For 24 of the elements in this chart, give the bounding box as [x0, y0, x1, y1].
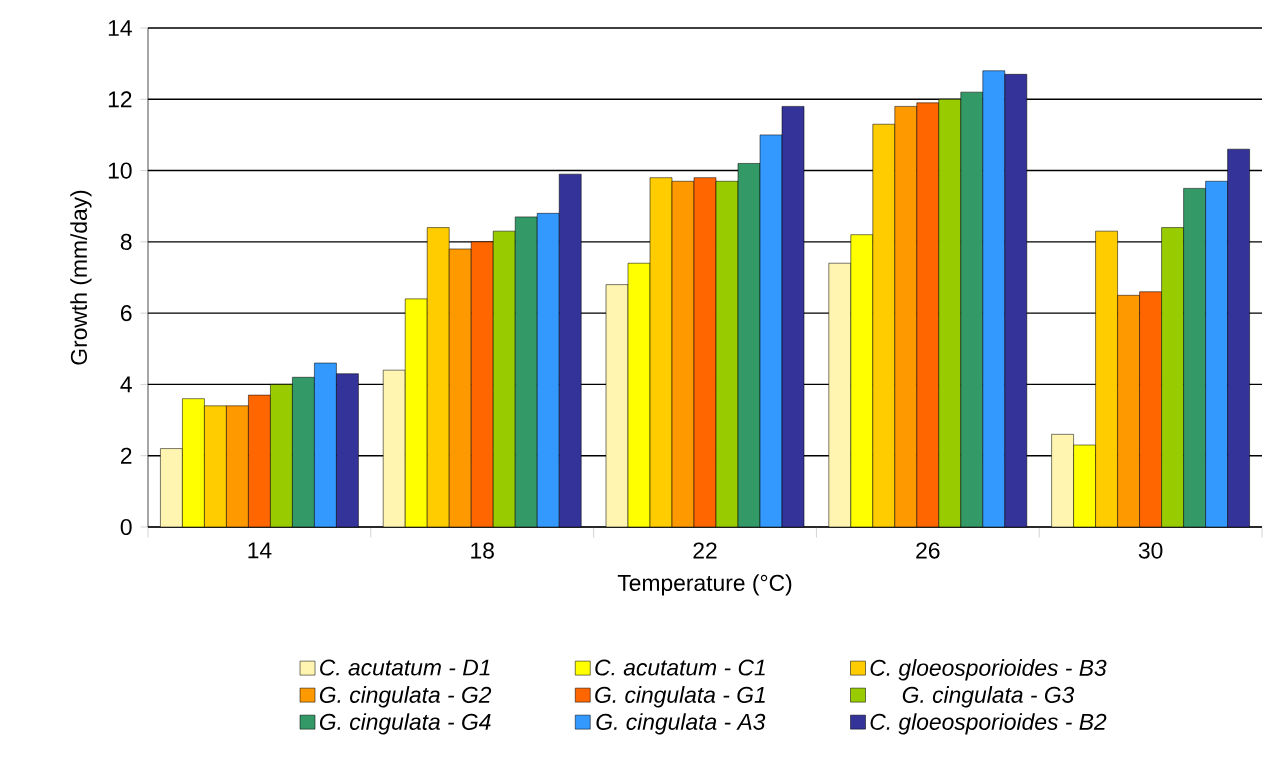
x-tick-label: 30 — [1138, 542, 1163, 559]
legend-label: G. cingulata - A3 — [596, 713, 766, 735]
legend-label: G. cingulata - G3 — [902, 686, 1075, 708]
y-tick-label: 2 — [121, 447, 132, 464]
legend-label: G. cingulata - G1 — [595, 686, 765, 708]
legend-label: C. gloeosporioides - B2 — [870, 713, 1107, 735]
legend-label: G. cingulata - G4 — [319, 713, 491, 735]
legend-label: C. acutatum - D1 — [320, 659, 490, 676]
x-tick-label: 26 — [916, 542, 940, 559]
x-tick-label: 22 — [693, 542, 717, 559]
y-axis-title: Growth (mm/day) — [70, 190, 92, 365]
y-tick-label: 12 — [108, 91, 132, 108]
x-tick-label: 14 — [248, 542, 272, 559]
legend-label: G. cingulata - G2 — [319, 686, 492, 708]
y-tick-label: 0 — [120, 518, 132, 536]
y-tick-label: 4 — [120, 376, 132, 393]
y-tick-label: 8 — [120, 233, 132, 250]
legend-label: C. gloeosporioides - B3 — [870, 659, 1107, 681]
legend-label: C. acutatum - C1 — [595, 659, 765, 676]
x-axis-title: Temperature (°C) — [617, 574, 792, 596]
y-tick-label: 6 — [121, 305, 132, 322]
y-tick-label: 10 — [108, 162, 132, 179]
x-tick-label: 18 — [471, 542, 494, 559]
y-tick-label: 14 — [108, 20, 132, 36]
